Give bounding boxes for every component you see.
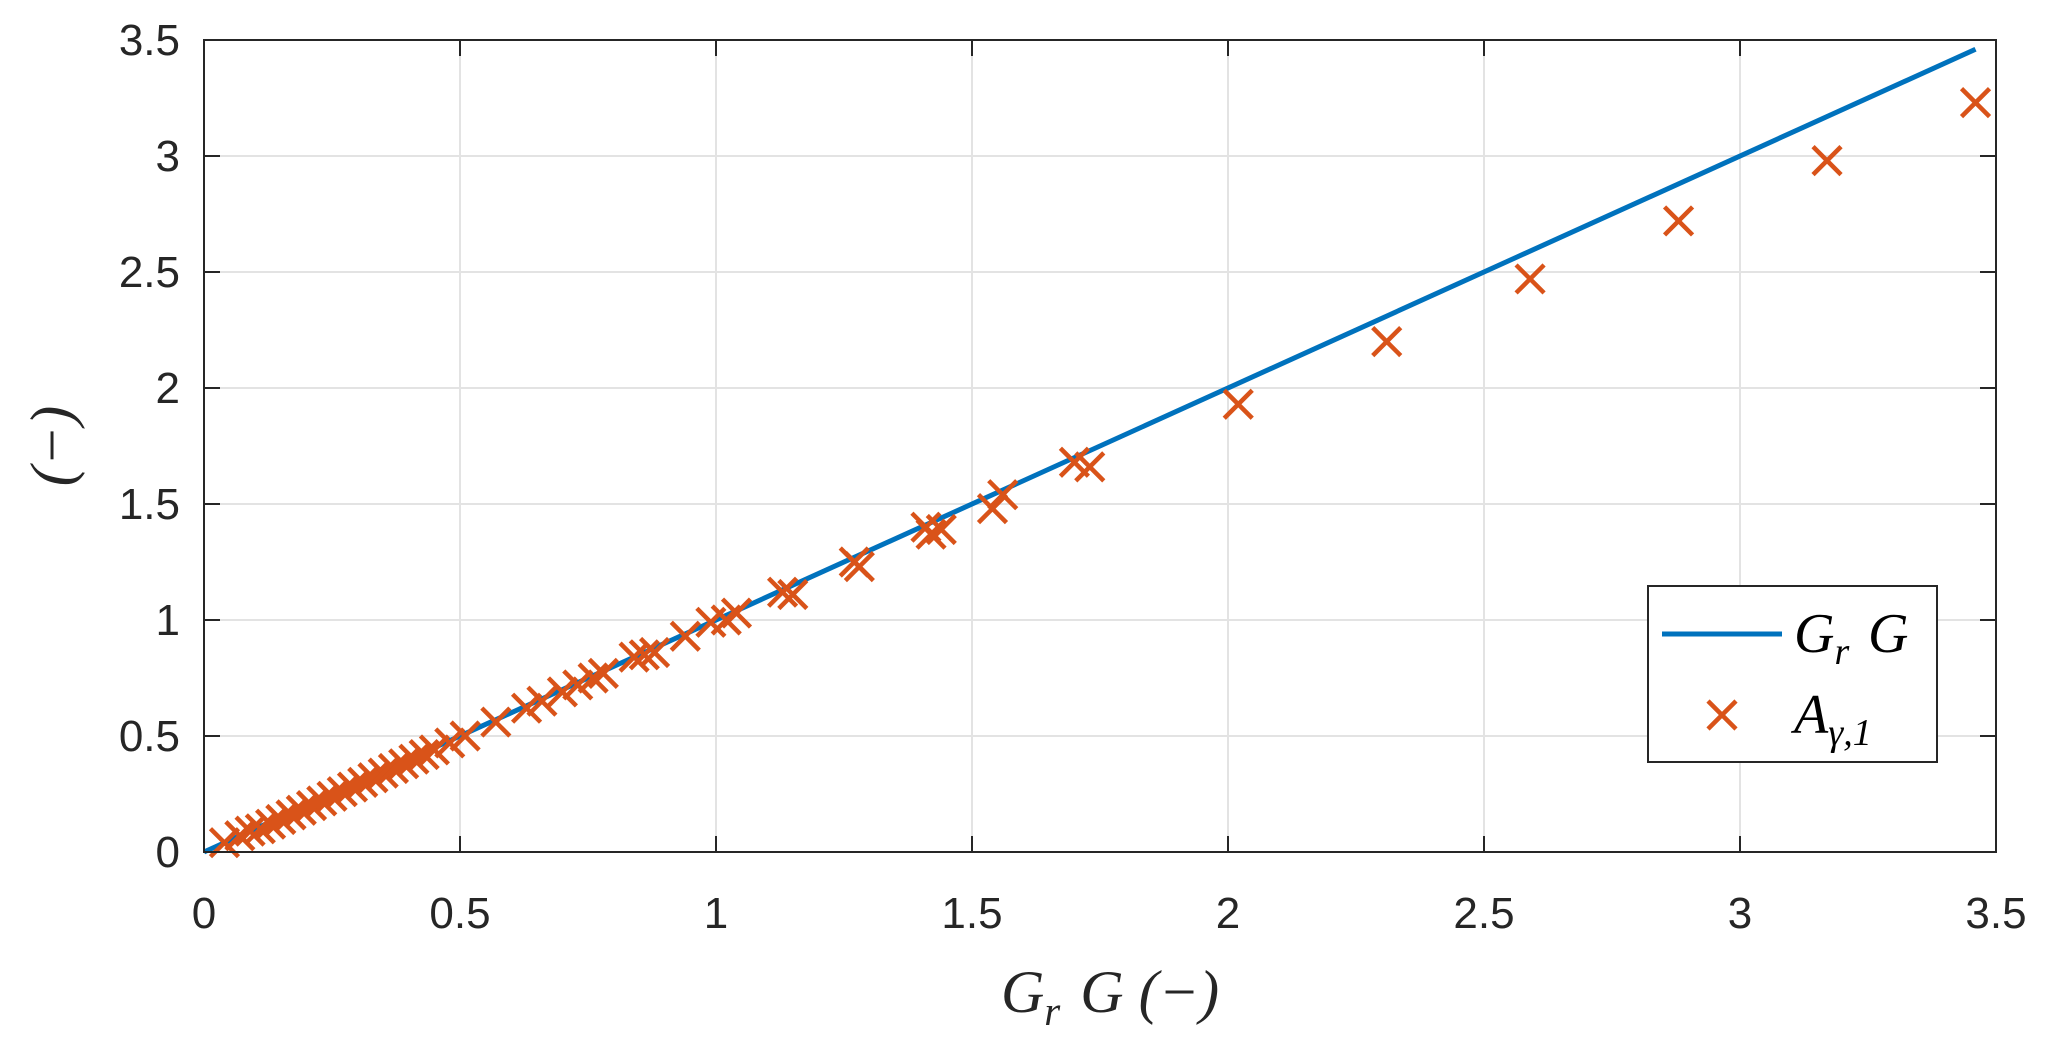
- scatter-point: [546, 676, 578, 708]
- scatter-point: [480, 706, 512, 738]
- scatter-point: [510, 692, 543, 724]
- y-tick-label: 0: [156, 828, 180, 877]
- y-axis-label: (−): [19, 406, 85, 486]
- y-tick-label: 1.5: [119, 480, 180, 529]
- scatter-point: [577, 662, 609, 694]
- scatter-point: [843, 551, 875, 583]
- x-tick-label: 0: [192, 889, 216, 938]
- scatter-point: [398, 743, 430, 775]
- scatter-point: [224, 820, 256, 852]
- x-tick-label: 2.5: [1453, 889, 1514, 938]
- scatter-point: [976, 493, 1009, 525]
- scatter-point: [449, 720, 481, 752]
- scatter-point: [1662, 205, 1695, 237]
- scatter-point: [357, 762, 389, 794]
- scatter-point: [326, 776, 358, 808]
- scatter-point: [1811, 145, 1843, 177]
- scatter-point: [628, 639, 660, 671]
- scatter-point: [306, 785, 338, 817]
- scatter-point: [1371, 326, 1403, 358]
- scatter-point: [987, 479, 1019, 511]
- scatter-point: [254, 808, 287, 840]
- scatter-point: [367, 757, 399, 789]
- legend: Gr G Aγ,1: [1647, 585, 1938, 763]
- scatter-point: [1514, 263, 1546, 295]
- x-tick-label: 1.5: [941, 889, 1002, 938]
- scatter-point: [1959, 87, 1992, 119]
- scatter-point: [915, 518, 947, 550]
- scatter-point: [434, 727, 466, 759]
- y-tick-label: 3: [156, 132, 180, 181]
- scatter-point: [669, 620, 701, 652]
- scatter-point: [388, 748, 420, 780]
- y-tick-label: 0.5: [119, 712, 180, 761]
- scatter-point: [1074, 451, 1106, 483]
- scatter-point: [336, 771, 369, 803]
- scatter-point: [377, 752, 410, 785]
- scatter-point: [265, 803, 297, 836]
- x-tick-label: 3: [1728, 889, 1752, 938]
- axes-box: [203, 39, 1997, 853]
- scatter-point: [275, 799, 307, 831]
- scatter-point: [244, 813, 276, 845]
- scatter-point: [418, 734, 450, 766]
- scatter-point: [1222, 388, 1254, 420]
- x-tick-label: 1: [704, 889, 728, 938]
- svg-text:Gr G (−): Gr G (−): [1001, 959, 1219, 1034]
- scatter-point: [562, 669, 594, 701]
- scatter-point: [285, 794, 317, 826]
- y-tick-label: 2.5: [119, 248, 180, 297]
- scatter-point: [720, 597, 753, 629]
- x-tick-label: 3.5: [1965, 889, 2026, 938]
- scatter-point: [925, 513, 957, 546]
- series-scatter: [208, 87, 1992, 859]
- x-axis-label: Gr G (−): [1001, 959, 1219, 1034]
- y-tick-label: 3.5: [119, 16, 180, 65]
- x-tick-label: 0.5: [429, 889, 490, 938]
- scatter-point: [638, 636, 671, 669]
- scatter-point: [295, 790, 328, 822]
- legend-entry-line: Gr G: [1794, 603, 1908, 673]
- scatter-point: [234, 815, 266, 847]
- scatter-point: [526, 685, 558, 717]
- scatter-point: [766, 576, 799, 608]
- scatter-point: [316, 780, 348, 812]
- scatter-point: [408, 738, 440, 771]
- legend-box: [1647, 585, 1938, 763]
- y-tick-label: 1: [156, 596, 180, 645]
- scatter-point: [777, 578, 809, 611]
- scatter-point: [347, 766, 379, 798]
- x-tick-label: 2: [1216, 889, 1240, 938]
- legend-entry-scatter: Aγ,1: [1790, 684, 1876, 754]
- legend-cross-swatch: [1706, 699, 1738, 731]
- svg-text:(−): (−): [19, 406, 85, 486]
- y-tick-label: 2: [156, 364, 180, 413]
- scatter-point: [587, 657, 619, 689]
- ticks: [203, 39, 1997, 853]
- tick-labels: 0 0.5 1 1.5 2 2.5 3 3.5 0 0.5 1 1.5 2 2.5 3 3.5: [119, 16, 2027, 938]
